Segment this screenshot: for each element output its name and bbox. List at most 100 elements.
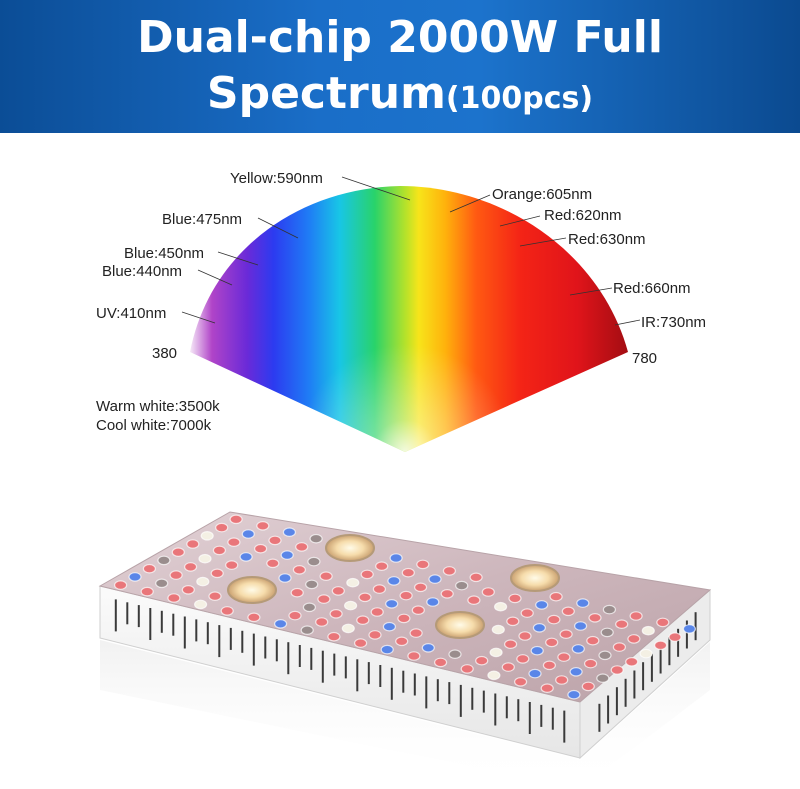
led-diode	[629, 611, 643, 621]
led-diode	[653, 640, 668, 651]
led-diode	[193, 599, 208, 610]
led-diode	[319, 571, 333, 581]
range-end-label: 780	[632, 350, 657, 367]
led-diode	[469, 572, 483, 583]
led-diode	[407, 651, 421, 661]
led-diode	[409, 628, 423, 638]
title-suffix: (100pcs)	[445, 81, 594, 116]
led-diode	[181, 585, 195, 595]
led-diode	[268, 535, 282, 546]
led-diode	[401, 567, 415, 578]
led-diode	[442, 566, 456, 576]
led-diode	[501, 662, 515, 672]
led-diode	[682, 624, 697, 634]
led-diode	[535, 600, 549, 610]
cob-chip	[510, 564, 560, 592]
led-diode	[627, 634, 641, 644]
led-diode	[278, 573, 292, 583]
leader-lines	[181, 176, 641, 326]
led-diode	[331, 586, 345, 596]
led-diode	[247, 612, 261, 623]
led-diode	[274, 619, 288, 629]
led-diode	[295, 542, 309, 552]
label-red-660: Red:660nm	[613, 280, 691, 297]
spectrum-diagram: Yellow:590nm Orange:605nm Blue:475nm Red…	[96, 170, 706, 452]
warm-white-note: Warm white:3500k	[96, 398, 220, 415]
led-diode	[547, 614, 561, 625]
cool-white-note: Cool white:7000k	[96, 417, 212, 434]
led-diode	[196, 576, 210, 587]
led-diode	[346, 577, 360, 588]
led-diode	[514, 677, 528, 687]
led-diode	[416, 559, 430, 570]
led-diode	[210, 568, 224, 579]
led-diode	[542, 660, 556, 671]
led-diode	[292, 565, 306, 575]
led-diode	[559, 629, 573, 639]
led-diode	[200, 530, 214, 541]
range-start-label: 380	[152, 345, 177, 362]
label-blue-475: Blue:475nm	[162, 211, 242, 228]
title-line-2-main: Spectrum	[206, 68, 446, 119]
led-diode	[227, 537, 241, 547]
led-diode	[183, 562, 198, 572]
led-diode	[516, 654, 530, 664]
page-title: Dual-chip 2000W Full Spectrum(100pcs)	[0, 10, 800, 127]
led-diode	[307, 556, 321, 567]
led-diode	[540, 683, 554, 693]
led-diode	[668, 632, 682, 642]
led-diode	[615, 619, 629, 629]
cob-chip	[227, 576, 277, 604]
led-diode	[212, 545, 226, 556]
led-diode	[557, 652, 571, 662]
spectrum-fan	[190, 186, 628, 452]
led-diode	[382, 621, 396, 632]
led-diode	[317, 594, 331, 604]
led-diode	[530, 645, 544, 656]
led-diode	[455, 580, 469, 591]
led-diode	[494, 601, 508, 612]
led-diode	[385, 599, 399, 609]
grow-light-illustration	[98, 511, 712, 789]
led-diode	[142, 563, 157, 574]
label-red-630: Red:630nm	[568, 231, 646, 248]
led-diode	[315, 617, 329, 627]
led-diode	[421, 643, 435, 653]
led-diode	[309, 533, 323, 544]
led-diode	[506, 616, 520, 627]
led-diode	[428, 574, 442, 584]
led-diode	[113, 580, 128, 590]
led-diode	[581, 681, 595, 692]
led-diode	[266, 558, 280, 569]
led-diode	[354, 638, 368, 648]
led-diode	[656, 617, 670, 628]
led-diode	[305, 579, 319, 590]
led-diode	[282, 527, 296, 537]
led-diode	[356, 615, 370, 625]
led-diode	[569, 667, 583, 677]
led-diode	[555, 675, 569, 685]
label-blue-450: Blue:450nm	[124, 245, 204, 262]
led-diode	[157, 555, 171, 566]
led-diode	[344, 600, 358, 611]
led-diode	[239, 552, 253, 562]
led-diode	[411, 605, 425, 615]
led-diode	[288, 610, 302, 621]
led-diode	[467, 595, 481, 605]
led-diode	[532, 623, 546, 633]
title-line-1: Dual-chip 2000W Full	[137, 12, 663, 63]
led-diode	[426, 597, 440, 607]
led-diode	[504, 639, 518, 649]
led-diode	[584, 658, 598, 669]
led-diode	[256, 520, 270, 531]
led-diode	[280, 550, 294, 560]
led-diode	[520, 608, 534, 618]
led-diode	[639, 648, 653, 659]
led-diode	[327, 631, 341, 642]
led-diode	[399, 590, 413, 601]
front-vents	[114, 599, 566, 743]
led-diode	[128, 572, 142, 582]
led-diode	[169, 570, 183, 580]
led-diode	[360, 569, 374, 580]
led-diode	[561, 606, 575, 617]
